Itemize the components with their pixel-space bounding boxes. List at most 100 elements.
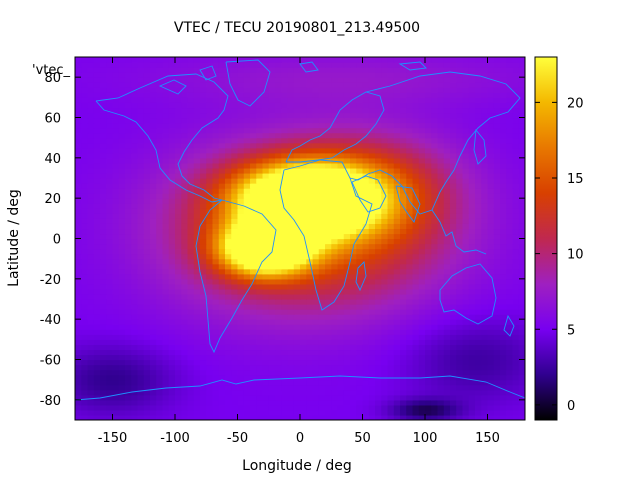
- heat-cell: [400, 228, 407, 235]
- heat-cell: [243, 213, 251, 219]
- heat-cell: [112, 162, 120, 169]
- heat-cell: [456, 223, 464, 230]
- heat-cell: [87, 162, 95, 169]
- heat-cell: [350, 248, 357, 255]
- heat-cell: [400, 304, 407, 310]
- heat-cell: [300, 188, 307, 194]
- heat-cell: [506, 309, 514, 315]
- heat-cell: [512, 193, 520, 199]
- heat-cell: [368, 82, 376, 88]
- heat-cell: [325, 339, 332, 345]
- heat-cell: [306, 399, 314, 406]
- heat-cell: [500, 72, 507, 78]
- heat-cell: [162, 162, 170, 169]
- heat-cell: [168, 132, 176, 139]
- heat-cell: [325, 87, 332, 93]
- heat-cell: [475, 263, 482, 270]
- heat-cell: [118, 167, 126, 174]
- heat-cell: [156, 374, 164, 381]
- heat-cell: [262, 117, 270, 124]
- heat-cell: [337, 92, 345, 98]
- heat-cell: [168, 359, 176, 366]
- heat-cell: [193, 278, 201, 285]
- heat-cell: [150, 92, 157, 98]
- heat-cell: [118, 304, 126, 310]
- heat-cell: [243, 178, 251, 184]
- heat-cell: [81, 404, 89, 411]
- heat-cell: [462, 92, 470, 98]
- heat-cell: [287, 72, 295, 78]
- heat-cell: [356, 162, 364, 169]
- heat-cell: [243, 314, 251, 320]
- heat-cell: [225, 223, 232, 230]
- heat-cell: [462, 394, 470, 401]
- heat-cell: [162, 404, 170, 411]
- heat-cell: [181, 334, 189, 340]
- heat-cell: [143, 414, 151, 420]
- heat-cell: [168, 67, 176, 73]
- heat-cell: [350, 137, 357, 144]
- heat-cell: [468, 329, 476, 335]
- heat-cell: [287, 268, 295, 275]
- heat-cell: [331, 223, 339, 230]
- heat-cell: [243, 293, 251, 300]
- heat-cell: [112, 228, 120, 235]
- heat-cell: [318, 198, 326, 204]
- heat-cell: [518, 152, 525, 159]
- heat-cell: [393, 132, 401, 139]
- heat-cell: [350, 112, 357, 119]
- heat-cell: [75, 404, 82, 411]
- heat-cell: [218, 172, 226, 179]
- heat-cell: [256, 293, 264, 300]
- heat-cell: [381, 283, 389, 290]
- heat-cell: [337, 97, 345, 103]
- heat-cell: [356, 329, 364, 335]
- heat-cell: [400, 253, 407, 260]
- heat-cell: [256, 273, 264, 280]
- heat-cell: [243, 384, 251, 391]
- heat-cell: [306, 72, 314, 78]
- heat-cell: [362, 278, 370, 285]
- heat-cell: [93, 157, 101, 164]
- heat-cell: [306, 243, 314, 250]
- heat-cell: [425, 107, 432, 114]
- heat-cell: [481, 314, 489, 320]
- heat-cell: [181, 223, 189, 230]
- heat-cell: [318, 379, 326, 386]
- heat-cell: [443, 137, 451, 144]
- heat-cell: [200, 273, 207, 280]
- heat-cell: [506, 77, 514, 83]
- heat-cell: [168, 354, 176, 361]
- heat-cell: [106, 374, 114, 381]
- heat-cell: [506, 193, 514, 199]
- heat-cell: [256, 162, 264, 169]
- heat-cell: [500, 399, 507, 406]
- heat-cell: [137, 137, 145, 144]
- heat-cell: [275, 344, 282, 351]
- heat-cell: [462, 364, 470, 371]
- heat-cell: [268, 258, 276, 265]
- heat-cell: [81, 67, 89, 73]
- heat-cell: [450, 248, 457, 255]
- heat-cell: [431, 228, 439, 235]
- heat-cell: [450, 273, 457, 280]
- heat-cell: [287, 208, 295, 214]
- heat-cell: [362, 183, 370, 189]
- heat-cell: [250, 82, 257, 88]
- heat-cell: [356, 233, 364, 240]
- heat-cell: [481, 127, 489, 134]
- heat-cell: [300, 384, 307, 391]
- heat-cell: [243, 238, 251, 245]
- heat-cell: [206, 299, 214, 305]
- heat-cell: [312, 293, 320, 300]
- heat-cell: [356, 304, 364, 310]
- heat-cell: [93, 293, 101, 300]
- heat-cell: [156, 379, 164, 386]
- heat-cell: [218, 329, 226, 335]
- heat-cell: [393, 117, 401, 124]
- heat-cell: [400, 263, 407, 270]
- heat-cell: [143, 172, 151, 179]
- heat-cell: [275, 178, 282, 184]
- heat-cell: [237, 349, 245, 356]
- heat-cell: [331, 152, 339, 159]
